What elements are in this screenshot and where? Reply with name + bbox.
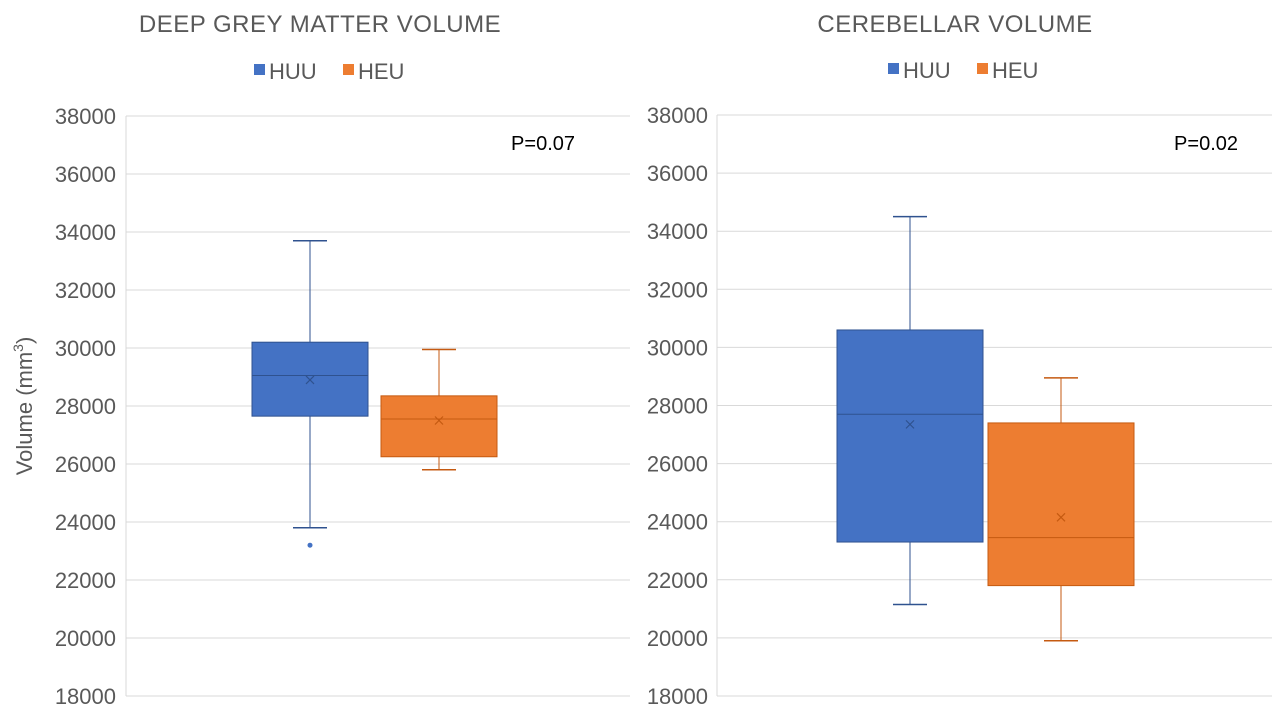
y-tick-label: 36000 (55, 162, 116, 187)
p-value-annotation: P=0.07 (511, 133, 575, 155)
y-tick-label: 32000 (647, 277, 708, 302)
legend-label-huu: HUU (903, 58, 951, 83)
mean-marker-huu (305, 375, 315, 385)
y-tick-label: 26000 (55, 452, 116, 477)
box-huu (836, 329, 984, 543)
y-tick-label: 38000 (647, 103, 708, 128)
y-tick-label: 28000 (55, 394, 116, 419)
p-value-annotation: P=0.02 (1174, 133, 1238, 155)
chart-title: CEREBELLAR VOLUME (817, 11, 1092, 38)
mean-marker-stroke (905, 419, 915, 429)
y-tick-label: 18000 (647, 684, 708, 709)
legend-swatch-heu (977, 63, 988, 74)
legend-label-heu: HEU (992, 58, 1038, 83)
chart-cerebellar: 18000 20000 22000 24000 26000 28000 30000 32000… (647, 11, 1272, 709)
y-tick-label: 30000 (55, 336, 116, 361)
y-tick-label: 20000 (647, 626, 708, 651)
legend-swatch-heu (343, 64, 354, 75)
y-tick-label: 34000 (55, 220, 116, 245)
y-tick-label: 26000 (647, 452, 708, 477)
chart-deep-grey-matter: 18000 20000 22000 24000 26000 28000 30000 32000… (55, 11, 630, 709)
y-axis-label: Volume (mm3) (10, 337, 37, 476)
mean-marker-stroke (434, 416, 444, 425)
outlier-point-huu (307, 542, 313, 548)
y-tick-label: 36000 (647, 161, 708, 186)
mean-marker-heu (434, 416, 444, 425)
legend-swatch-huu (888, 63, 899, 74)
y-tick-label: 28000 (647, 394, 708, 419)
legend-label-heu: HEU (358, 59, 404, 84)
box-heu (987, 422, 1135, 587)
y-tick-label: 18000 (55, 684, 116, 709)
legend-label-huu: HUU (269, 59, 317, 84)
y-tick-label: 22000 (55, 568, 116, 593)
y-tick-label: 24000 (647, 510, 708, 535)
mean-marker-heu (1056, 512, 1066, 522)
y-tick-label: 38000 (55, 104, 116, 129)
box-heu (380, 395, 498, 458)
y-tick-label: 30000 (647, 335, 708, 360)
y-tick-label: 32000 (55, 278, 116, 303)
legend-swatch-huu (254, 64, 265, 75)
mean-marker-huu (905, 419, 915, 429)
y-tick-label: 34000 (647, 219, 708, 244)
y-tick-label: 20000 (55, 626, 116, 651)
chart-title: DEEP GREY MATTER VOLUME (139, 11, 501, 38)
mean-marker-stroke (305, 375, 315, 385)
y-tick-label: 22000 (647, 568, 708, 593)
y-tick-label: 24000 (55, 510, 116, 535)
mean-marker-stroke (1056, 512, 1066, 522)
